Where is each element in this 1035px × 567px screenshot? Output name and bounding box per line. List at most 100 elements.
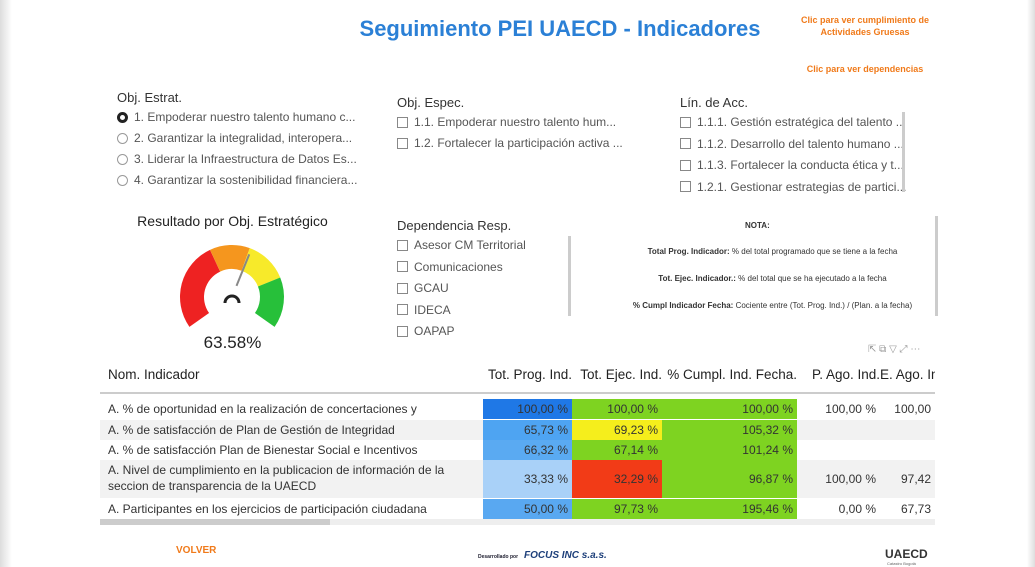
gauge-title: Resultado por Obj. Estratégico [137,213,328,229]
column-header: Nom. Indicador [108,367,200,382]
radio[interactable] [117,174,128,186]
item-label: IDECA [414,302,451,317]
name-cell: A. Participantes en los ejercicios de pa… [108,502,427,516]
name-cell: A. % de satisfacción Plan de Bienestar S… [108,443,418,457]
scrollbar [935,216,938,316]
slicer-item[interactable]: 1.1. Empoderar nuestro talento hum... [397,115,616,129]
value-cell: 105,32 % [662,420,797,440]
name-cell: A. % de oportunidad en la realización de… [108,402,417,419]
note-line: Tot. Ejec. Indicador.: % del total que s… [600,274,945,283]
slicer-title: Obj. Estrat. [117,90,183,105]
h-scrollbar [100,519,935,525]
item-label: Asesor CM Territorial [414,238,526,252]
value-cell: 69,23 % [572,420,662,440]
value-cell: 100,00 % [483,399,572,419]
slicer-item[interactable]: 2. Garantizar la integralidad, interoper… [117,131,352,145]
value-cell: 100,00 % [825,402,876,416]
slicer-item[interactable]: 1.2.1. Gestionar estrategias de partici.… [680,180,906,194]
slicer-title: Dependencia Resp. [397,218,512,233]
slicer-item[interactable]: 1.2. Fortalecer la participación activa … [397,136,623,150]
item-label: OAPAP [414,324,455,338]
slicer-item[interactable]: 3. Liderar la Infraestructura de Datos E… [117,152,357,166]
note-text: % del total que se ha ejecutado a la fec… [738,274,887,283]
slicer-title: Obj. Espec. [397,95,465,110]
back-button[interactable]: VOLVER [176,545,217,556]
item-label: 1.2. Fortalecer la participación activa … [414,136,623,150]
checkbox[interactable] [397,261,408,272]
radio[interactable] [117,153,128,165]
value-cell: 66,32 % [483,440,572,460]
note-term: Tot. Ejec. Indicador.: [658,274,736,283]
dependencies-link[interactable]: Clic para ver dependencias [806,64,924,74]
slicer-item[interactable]: Asesor CM Territorial [397,238,526,252]
checkbox[interactable] [680,138,691,149]
column-header: P. Ago. Ind. [811,367,880,382]
item-label: 1.1. Empoderar nuestro talento hum... [414,115,617,129]
gauge-needle [235,253,251,287]
slicer-item[interactable]: 1.1.3. Fortalecer la conducta ética y t.… [680,158,904,172]
gauge-segment [241,248,281,287]
column-header: E. Ago. Ind. [880,367,935,382]
slicer-item[interactable]: IDECA [397,303,451,317]
radio[interactable] [117,111,128,123]
column-header: Tot. Ejec. Ind. [580,367,662,382]
slicer-item[interactable]: OAPAP [397,324,454,338]
value-cell: 97,73 % [572,499,662,519]
column-header: % Cumpl. Ind. Fecha. [667,367,797,382]
scroll-thumb [100,519,330,525]
item-label: 4. Garantizar la sostenibilidad financie… [134,173,358,187]
checkbox[interactable] [397,239,408,251]
gauge-segment [254,277,284,327]
radio[interactable] [117,132,128,144]
value-cell: 100,00 % [662,399,797,419]
value-cell: 100,00 [894,402,931,416]
item-label: 1.2.1. Gestionar estrategias de partici.… [697,179,907,194]
checkbox[interactable] [680,159,691,171]
activities-link[interactable]: Clic para ver cumplimiento de Actividade… [790,14,940,38]
item-label: 1.1.2. Desarrollo del talento humano ... [697,136,904,151]
slicer-item[interactable]: 4. Garantizar la sostenibilidad financie… [117,173,357,187]
checkbox[interactable] [397,325,408,337]
note-title: NOTA: [745,221,770,230]
name-cell: A. Nivel de cumplimiento en la publicaci… [108,463,445,493]
value-cell: 33,33 % [483,460,572,498]
scrollbar [902,112,905,192]
item-label: Comunicaciones [414,259,503,274]
value-cell: 195,46 % [662,499,797,519]
page-title: Seguimiento PEI UAECD - Indicadores [359,16,761,41]
name-cell: A. % de satisfacción de Plan de Gestión … [108,423,395,437]
checkbox[interactable] [397,304,408,315]
slicer-item[interactable]: 1.1.2. Desarrollo del talento humano ... [680,137,904,151]
scrollbar [568,236,571,316]
slicer-item[interactable]: GCAU [397,281,449,295]
value-cell: 100,00 % [572,399,662,419]
checkbox[interactable] [680,116,691,128]
item-label: GCAU [414,281,449,295]
header-rule [100,392,935,394]
note-line: % Cumpl Indicador Fecha: Cociente entre … [600,301,945,310]
developer: FOCUS INC s.a.s. [524,550,607,561]
gauge-segment [180,249,221,327]
value-cell: 32,29 % [572,460,662,498]
checkbox[interactable] [397,282,408,294]
visual-icons: ⇱ ⧉ ▽ ⤢ ⋯ [868,344,921,355]
gauge-segment [210,245,250,272]
slicer-item[interactable]: 1. Empoderar nuestro talento humano c... [117,110,355,124]
item-label: 1.1.3. Fortalecer la conducta ética y t.… [697,158,904,172]
item-label: 1. Empoderar nuestro talento humano c... [134,110,356,124]
checkbox[interactable] [397,137,408,149]
checkbox[interactable] [397,116,408,128]
value-cell: 67,73 [900,502,931,516]
gauge [180,245,284,327]
slicer-item[interactable]: Comunicaciones [397,260,503,274]
note-line: Total Prog. Indicador: % del total progr… [600,247,945,256]
developer-prefix: Desarrollado por [478,554,519,560]
item-label: 1.1.1. Gestión estratégica del talento .… [697,115,906,129]
checkbox[interactable] [680,181,691,192]
item-label: 2. Garantizar la integralidad, interoper… [134,131,353,145]
item-label: 3. Liderar la Infraestructura de Datos E… [134,152,357,166]
slicer-item[interactable]: 1.1.1. Gestión estratégica del talento .… [680,115,906,129]
brand: UAECD [885,547,928,561]
note-text: Cociente entre (Tot. Prog. Ind.) / (Plan… [735,301,913,310]
